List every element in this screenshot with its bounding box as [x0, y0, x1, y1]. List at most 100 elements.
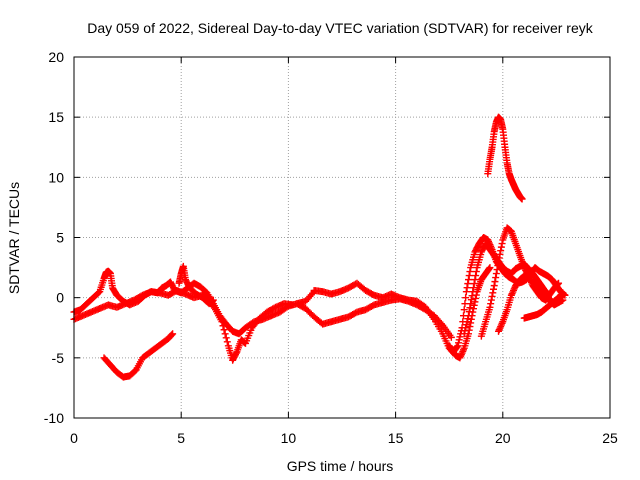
data-point: [467, 296, 475, 304]
data-point: [209, 296, 217, 304]
data-point: [465, 308, 473, 316]
data-point: [495, 327, 503, 335]
data-point: [488, 292, 496, 300]
data-point: [223, 338, 231, 346]
data-point: [462, 288, 470, 296]
data-series: [70, 113, 569, 381]
y-tick-label: 20: [48, 49, 64, 65]
data-point: [464, 280, 472, 288]
data-point: [490, 285, 498, 293]
data-point: [486, 303, 494, 311]
data-point: [221, 330, 229, 338]
data-point: [497, 247, 505, 255]
data-point: [168, 331, 176, 339]
data-point: [464, 312, 472, 320]
x-axis-label: GPS time / hours: [287, 458, 394, 474]
data-point: [220, 326, 228, 334]
data-point: [458, 349, 466, 357]
data-point: [470, 280, 478, 288]
data-point: [469, 288, 477, 296]
data-point: [497, 323, 505, 331]
series-arc2: [70, 286, 297, 364]
data-point: [495, 258, 503, 266]
data-point: [495, 326, 503, 334]
data-point: [493, 266, 501, 274]
data-point: [498, 319, 506, 327]
data-point: [494, 262, 502, 270]
data-point: [464, 276, 472, 284]
data-point: [460, 306, 468, 314]
data-point: [554, 280, 562, 288]
data-point: [453, 343, 461, 351]
data-point: [487, 296, 495, 304]
data-point: [498, 240, 506, 248]
data-point: [167, 331, 175, 339]
data-point: [485, 265, 493, 273]
data-point: [466, 304, 474, 312]
data-point: [484, 236, 492, 244]
y-tick-label: 0: [56, 290, 64, 306]
data-point: [467, 300, 475, 308]
axis-ticks: 0 5 10 15 20 25 -10 -5 0 5 10 15 20: [44, 49, 618, 446]
data-point: [469, 284, 477, 292]
x-tick-label: 15: [388, 430, 404, 446]
data-point: [469, 305, 477, 313]
data-point: [169, 330, 177, 338]
data-point: [470, 301, 478, 309]
series-arc3: [100, 330, 177, 381]
x-tick-label: 25: [602, 430, 618, 446]
series-arc6: [293, 295, 455, 341]
y-tick-label: -10: [44, 410, 64, 426]
data-point: [459, 346, 467, 354]
data-point: [456, 354, 464, 362]
data-point: [457, 351, 465, 359]
y-tick-label: -5: [52, 350, 65, 366]
data-point: [465, 272, 473, 280]
data-point: [471, 298, 479, 306]
y-tick-label: 10: [48, 169, 64, 185]
series-arc11: [520, 290, 567, 322]
data-point: [210, 304, 218, 312]
data-point: [497, 243, 505, 251]
data-point: [508, 290, 516, 298]
data-point: [467, 319, 475, 327]
data-point: [462, 294, 470, 302]
x-tick-label: 20: [495, 430, 511, 446]
data-point: [472, 268, 480, 276]
data-point: [509, 288, 517, 296]
y-tick-label: 5: [56, 230, 64, 246]
series-arc12: [484, 113, 526, 203]
series-arc4: [175, 262, 217, 308]
data-point: [466, 323, 474, 331]
data-point: [510, 286, 518, 294]
data-point: [447, 333, 455, 341]
data-point: [457, 352, 465, 360]
data-point: [232, 349, 240, 357]
data-point: [559, 296, 567, 304]
data-point: [492, 270, 500, 278]
chart-title: Day 059 of 2022, Sidereal Day-to-day VTE…: [87, 20, 593, 36]
data-point: [472, 294, 480, 302]
data-point: [555, 279, 563, 287]
data-point: [459, 347, 467, 355]
x-tick-label: 5: [177, 430, 185, 446]
data-point: [472, 272, 480, 280]
grid-lines: [74, 57, 610, 418]
data-point: [518, 195, 526, 203]
data-point: [471, 276, 479, 284]
data-point: [492, 274, 500, 282]
y-axis-label: SDTVAR / TECUs: [6, 182, 22, 294]
y-tick-label: 15: [48, 109, 64, 125]
data-point: [495, 254, 503, 262]
data-point: [497, 321, 505, 329]
data-point: [218, 318, 226, 326]
data-point: [437, 320, 445, 328]
data-point: [219, 322, 227, 330]
data-point: [496, 324, 504, 332]
data-point: [487, 300, 495, 308]
data-point: [490, 282, 498, 290]
data-point: [463, 284, 471, 292]
x-tick-label: 0: [70, 430, 78, 446]
data-point: [496, 250, 504, 258]
